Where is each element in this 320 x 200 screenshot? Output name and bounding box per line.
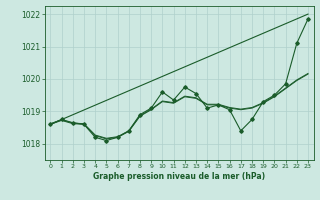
X-axis label: Graphe pression niveau de la mer (hPa): Graphe pression niveau de la mer (hPa) [93, 172, 265, 181]
